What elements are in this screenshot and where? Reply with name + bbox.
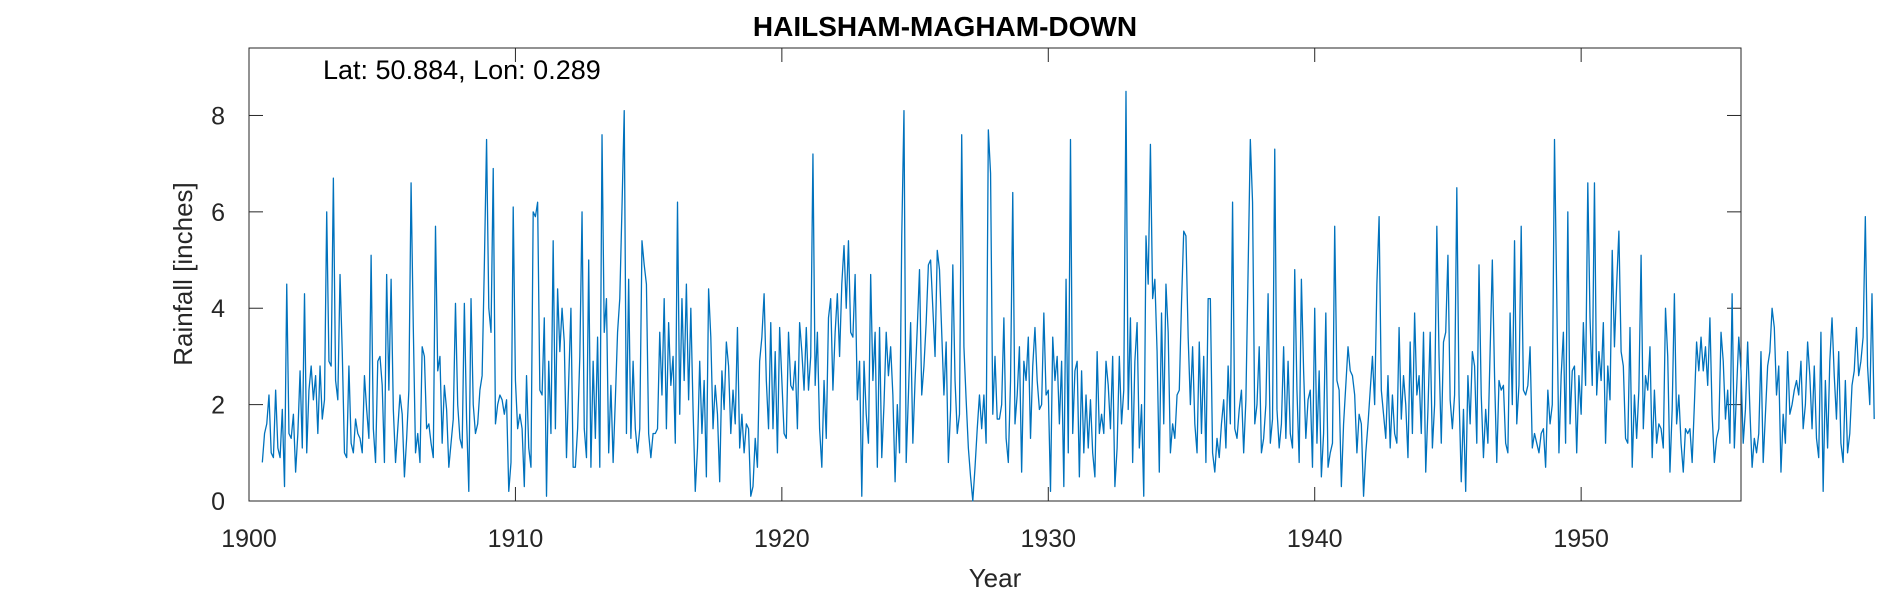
x-tick-label: 1930	[1020, 525, 1076, 553]
y-tick-label: 2	[211, 392, 225, 420]
x-tick-label: 1900	[221, 525, 277, 553]
x-axis-label: Year	[969, 563, 1022, 591]
location-annotation: Lat: 50.884, Lon: 0.289	[323, 55, 601, 85]
y-axis-label: Rainfall [inches]	[168, 182, 198, 366]
x-tick-labels: 1900 1910 1920 1930 1940 1950	[221, 525, 1609, 553]
rainfall-series	[261, 90, 1875, 502]
x-tick-marks	[248, 48, 1582, 501]
y-tick-marks	[249, 114, 1741, 502]
x-tick-label: 1910	[488, 525, 544, 553]
x-tick-label: 1920	[754, 525, 810, 553]
y-tick-label: 0	[211, 488, 225, 516]
chart-title: HAILSHAM-MAGHAM-DOWN	[753, 11, 1137, 42]
y-tick-labels: 0 2 4 6 8	[211, 102, 225, 516]
y-tick-label: 4	[211, 295, 225, 323]
x-tick-label: 1950	[1553, 525, 1609, 553]
y-tick-label: 6	[211, 199, 225, 227]
rainfall-line	[261, 90, 1875, 502]
y-tick-label: 8	[211, 102, 225, 130]
x-tick-label: 1940	[1287, 525, 1343, 553]
plot-area	[248, 47, 1742, 502]
